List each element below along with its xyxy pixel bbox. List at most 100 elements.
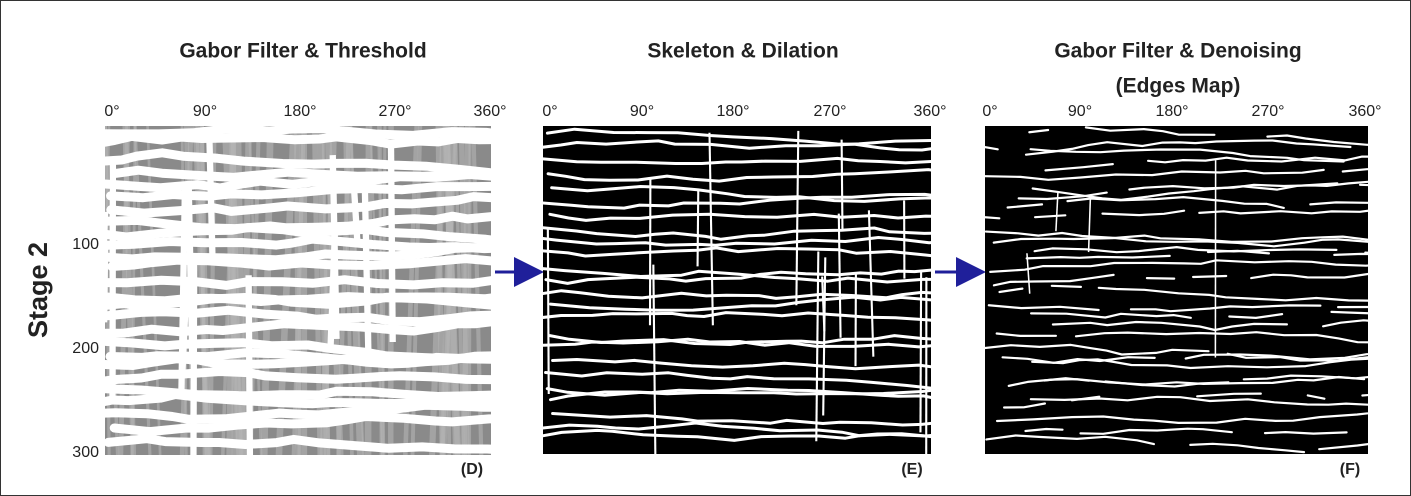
fiber bbox=[992, 234, 1368, 244]
panel-label: (F) bbox=[1340, 461, 1360, 478]
fiber bbox=[1044, 155, 1368, 172]
fiber bbox=[551, 358, 931, 371]
fiber bbox=[543, 289, 931, 300]
fiber bbox=[550, 185, 931, 203]
panel-subtitle: (Edges Map) bbox=[1116, 75, 1241, 98]
fiber bbox=[1017, 180, 1368, 201]
fiber bbox=[837, 213, 842, 338]
x-tick-label: 270° bbox=[1251, 103, 1284, 120]
fiber bbox=[105, 367, 491, 386]
fiber bbox=[543, 428, 931, 442]
fiber bbox=[985, 146, 1345, 163]
y-tick-label: 300 bbox=[72, 444, 99, 461]
x-tick-label: 360° bbox=[1348, 103, 1381, 120]
fiber bbox=[551, 412, 931, 427]
fiber bbox=[822, 257, 827, 416]
x-tick-label: 360° bbox=[913, 103, 946, 120]
fiber bbox=[1006, 196, 1368, 209]
x-tick-label: 0° bbox=[542, 103, 557, 120]
fiber bbox=[985, 434, 1368, 454]
fiber bbox=[105, 400, 491, 424]
fiber bbox=[545, 127, 931, 152]
fiber bbox=[105, 148, 491, 178]
fiber bbox=[106, 181, 491, 203]
fiber bbox=[105, 317, 491, 338]
x-tick-label: 90° bbox=[193, 103, 217, 120]
fiber bbox=[105, 126, 491, 140]
fiber bbox=[105, 351, 491, 370]
fiber bbox=[992, 272, 1368, 287]
fiber bbox=[546, 168, 931, 183]
fiber bbox=[708, 132, 714, 326]
fiber bbox=[105, 275, 491, 290]
x-tick-label: 90° bbox=[630, 103, 654, 120]
fiber bbox=[105, 292, 491, 311]
x-tick-label: 360° bbox=[473, 103, 506, 120]
stage-label: Stage 2 bbox=[23, 242, 53, 338]
x-tick-label: 180° bbox=[716, 103, 749, 120]
fiber bbox=[190, 263, 198, 455]
fiber bbox=[696, 190, 700, 267]
fiber bbox=[1051, 319, 1368, 332]
panel-title: Gabor Filter & Threshold bbox=[179, 40, 426, 63]
image-background bbox=[543, 126, 931, 454]
fiber bbox=[327, 229, 339, 353]
fiber bbox=[106, 192, 491, 218]
fiber bbox=[105, 305, 491, 327]
fiber bbox=[998, 284, 1368, 302]
fiber bbox=[1087, 198, 1092, 253]
fiber bbox=[245, 275, 254, 455]
fiber bbox=[1003, 392, 1368, 409]
fiber bbox=[543, 138, 931, 150]
fiber bbox=[107, 254, 491, 272]
panel-image bbox=[105, 126, 491, 455]
x-tick-label: 0° bbox=[982, 103, 997, 120]
panel-title: Skeleton & Dilation bbox=[647, 40, 838, 63]
fiber bbox=[361, 181, 372, 366]
panel-image bbox=[543, 126, 931, 454]
fiber bbox=[543, 226, 931, 241]
fiber bbox=[985, 230, 1368, 248]
fiber bbox=[544, 268, 931, 285]
fiber bbox=[349, 171, 361, 244]
fiber bbox=[652, 264, 657, 454]
fiber bbox=[919, 271, 923, 433]
fiber bbox=[543, 192, 931, 210]
fiber bbox=[987, 304, 1368, 313]
fiber bbox=[1028, 126, 1368, 146]
fiber bbox=[548, 212, 931, 222]
fiber bbox=[985, 209, 1368, 220]
fiber bbox=[543, 337, 931, 349]
fiber bbox=[795, 130, 800, 306]
fiber bbox=[815, 251, 820, 442]
fiber bbox=[1025, 249, 1368, 260]
fiber bbox=[1001, 352, 1368, 364]
panel-title: Gabor Filter & Denoising bbox=[1054, 40, 1301, 63]
fiber bbox=[543, 246, 931, 258]
y-tick-label: 100 bbox=[72, 236, 99, 253]
fiber bbox=[995, 412, 1368, 424]
panel-label: (D) bbox=[461, 461, 483, 478]
fiber bbox=[1026, 253, 1031, 294]
fiber bbox=[840, 139, 844, 229]
fiber bbox=[1033, 246, 1368, 254]
fiber bbox=[105, 131, 491, 149]
x-tick-label: 270° bbox=[378, 103, 411, 120]
fiber bbox=[105, 170, 491, 193]
fiber bbox=[105, 434, 491, 454]
fiber bbox=[105, 223, 491, 245]
fiber bbox=[995, 331, 1368, 344]
fiber bbox=[1029, 310, 1368, 319]
fiber bbox=[821, 276, 826, 332]
fiber bbox=[543, 311, 931, 322]
panel-image bbox=[985, 126, 1368, 454]
fiber bbox=[543, 156, 931, 165]
fiber bbox=[1029, 395, 1368, 406]
fiber bbox=[549, 387, 931, 402]
y-tick-label: 200 bbox=[72, 340, 99, 357]
fiber bbox=[545, 387, 931, 397]
x-tick-label: 270° bbox=[813, 103, 846, 120]
fiber bbox=[989, 259, 1368, 274]
fiber bbox=[867, 210, 875, 357]
